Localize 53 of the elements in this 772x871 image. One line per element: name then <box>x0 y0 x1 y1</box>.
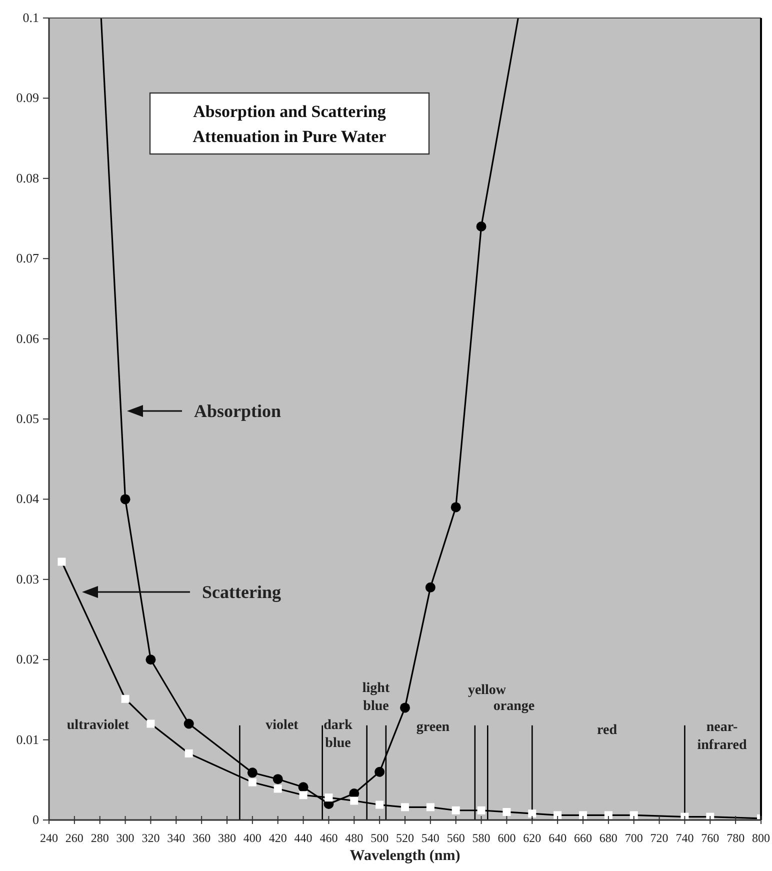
x-tick-label: 320 <box>142 831 160 845</box>
annotation: green <box>416 720 450 735</box>
x-tick-label: 280 <box>90 831 109 845</box>
y-tick-label: 0 <box>32 812 39 827</box>
y-tick-label: 0.07 <box>16 250 40 266</box>
x-tick-label: 520 <box>396 831 414 845</box>
x-tick-label: 600 <box>498 831 516 845</box>
x-tick-label: 440 <box>294 831 312 845</box>
x-tick-label: 780 <box>726 831 745 845</box>
x-tick-label: 260 <box>65 831 84 845</box>
y-tick-label: 0.09 <box>16 90 39 106</box>
y-tick-label: 0.02 <box>16 652 39 667</box>
x-tick-label: 360 <box>192 831 211 845</box>
x-tick-label: 580 <box>472 831 490 845</box>
y-tick-label: 0.08 <box>16 170 39 186</box>
x-tick-label: 560 <box>446 831 465 845</box>
annotation: light blue <box>362 681 390 714</box>
y-tick-label: 0.05 <box>16 411 39 426</box>
x-tick-label: 400 <box>243 831 262 845</box>
annotation: orange <box>493 699 535 714</box>
annotation: Absorption <box>194 401 282 421</box>
y-tick-label: 0.01 <box>16 732 39 747</box>
x-tick-label: 340 <box>167 831 186 845</box>
x-tick-label: 700 <box>624 831 643 845</box>
annotation: violet <box>266 718 299 733</box>
x-tick-label: 500 <box>370 831 389 845</box>
annotation: near- infrared <box>697 720 747 753</box>
x-tick-label: 240 <box>40 831 58 845</box>
y-tick-label: 0.03 <box>16 571 39 586</box>
annotation: red <box>597 723 618 738</box>
y-tick-label: 0.1 <box>22 10 39 25</box>
x-tick-label: 380 <box>218 831 236 845</box>
x-tick-label: 720 <box>650 831 668 845</box>
x-tick-label: 660 <box>574 831 592 845</box>
x-tick-label: 480 <box>345 831 364 845</box>
x-tick-label: 800 <box>752 831 770 845</box>
y-tick-label: 0.06 <box>16 330 40 346</box>
x-tick-label: 680 <box>599 831 618 845</box>
x-tick-label: 760 <box>701 831 720 845</box>
x-tick-label: 620 <box>523 831 542 845</box>
annotation: Scattering <box>202 582 281 602</box>
x-tick-label: 540 <box>421 831 440 845</box>
x-tick-label: 420 <box>268 831 287 845</box>
text: Absorption and Scattering Attenuation in Pure Water <box>192 102 387 146</box>
annotation: yellow <box>468 683 507 698</box>
annotation: dark blue <box>324 718 353 751</box>
annotation: ultraviolet <box>66 718 130 733</box>
x-axis-title: Wavelength (nm) <box>350 848 460 864</box>
y-tick-label: 0.04 <box>16 491 40 506</box>
x-tick-label: 640 <box>548 831 567 845</box>
x-tick-label: 300 <box>116 831 134 845</box>
x-tick-label: 460 <box>320 831 338 845</box>
x-tick-label: 740 <box>676 831 694 845</box>
